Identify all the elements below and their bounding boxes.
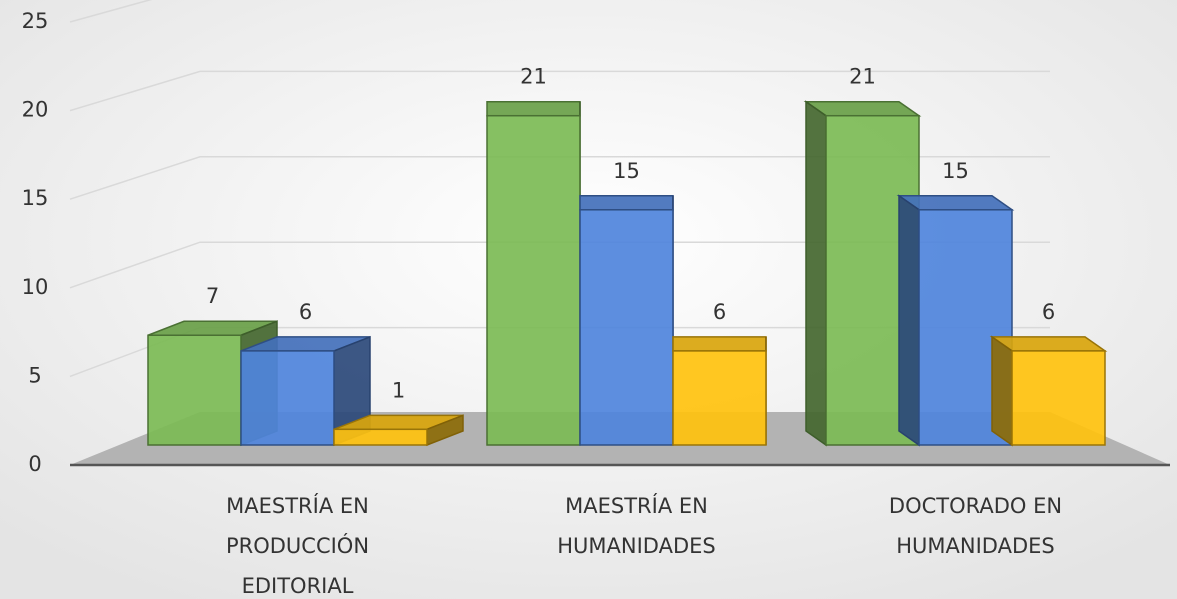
data-label: 7 xyxy=(206,284,219,308)
grid-line xyxy=(69,70,1050,112)
bar-front xyxy=(486,114,581,446)
data-label: 6 xyxy=(299,300,312,324)
y-tick-label: 20 xyxy=(22,98,49,122)
bar xyxy=(579,195,674,446)
y-tick-label: 15 xyxy=(22,186,49,210)
bar-side xyxy=(805,100,827,447)
data-label: 15 xyxy=(613,159,640,183)
bar-top xyxy=(672,336,767,352)
bar-front xyxy=(579,209,674,446)
data-label: 6 xyxy=(713,300,726,324)
bar xyxy=(486,100,581,446)
data-label: 21 xyxy=(520,65,547,89)
bar-side xyxy=(898,194,920,447)
data-label: 15 xyxy=(942,159,969,183)
data-label: 21 xyxy=(849,65,876,89)
y-tick-label: 0 xyxy=(28,452,41,476)
y-tick-label: 25 xyxy=(22,9,49,33)
bar-top xyxy=(486,100,581,117)
grid-line xyxy=(69,0,153,23)
data-label: 1 xyxy=(392,378,405,402)
x-tick-label: MAESTRÍA EN PRODUCCIÓN EDITORIAL xyxy=(226,493,369,598)
bar-top xyxy=(579,195,674,211)
bar xyxy=(333,414,464,447)
bar-front xyxy=(147,334,242,446)
grid-line xyxy=(69,241,1050,289)
x-tick-label: MAESTRÍA EN HUMANIDADES xyxy=(557,493,715,558)
y-tick-label: 10 xyxy=(22,275,49,299)
x-tick-label: DOCTORADO EN HUMANIDADES xyxy=(889,494,1062,558)
bar xyxy=(672,336,767,446)
bar-front xyxy=(333,428,428,446)
bar-side xyxy=(991,335,1013,447)
bar-front xyxy=(672,350,767,446)
grid-line xyxy=(69,156,1050,200)
bar-front xyxy=(1011,350,1106,446)
bar xyxy=(989,335,1108,447)
data-label: 6 xyxy=(1042,300,1055,324)
bar-front xyxy=(240,350,335,446)
y-tick-label: 5 xyxy=(28,363,41,387)
